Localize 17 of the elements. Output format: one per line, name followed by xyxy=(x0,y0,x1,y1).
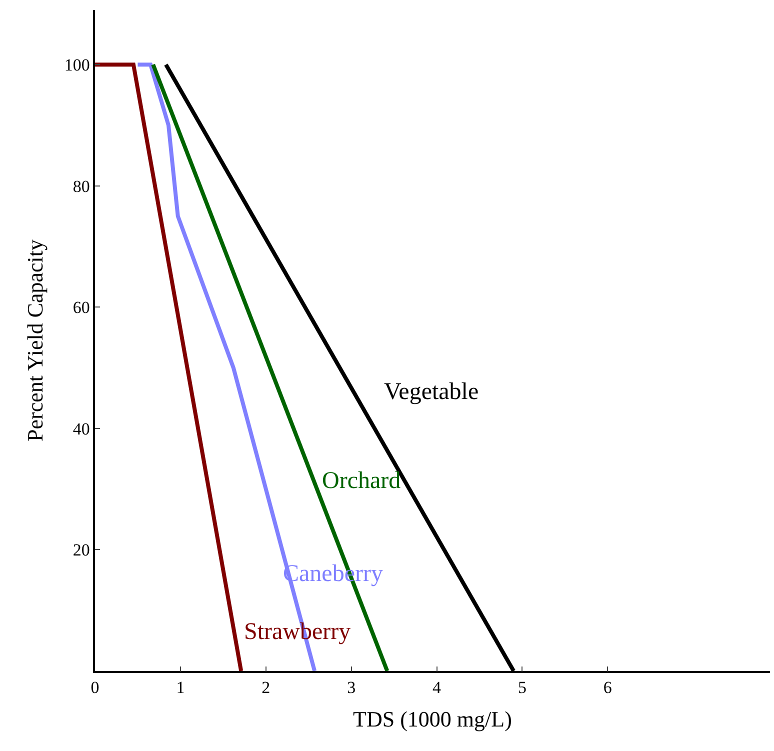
x-tick-label: 4 xyxy=(432,678,442,698)
x-tick-label: 5 xyxy=(518,678,526,698)
x-tick-label: 6 xyxy=(603,678,612,698)
y-axis-title: Percent Yield Capacity xyxy=(22,239,48,442)
x-axis-title: TDS (1000 mg/L) xyxy=(353,706,512,732)
x-tick-label: 2 xyxy=(262,678,270,698)
y-tick-label: 20 xyxy=(72,540,90,560)
y-tick-label: 60 xyxy=(72,298,90,318)
series-label: Vegetable xyxy=(384,379,479,405)
y-tick-label: 100 xyxy=(64,56,90,75)
series-label: Strawberry xyxy=(244,619,351,645)
y-tick-label: 80 xyxy=(72,176,90,196)
x-tick-label: 1 xyxy=(176,678,185,698)
series-label: Orchard xyxy=(322,468,401,494)
y-tick-label: 40 xyxy=(72,419,90,438)
x-tick-label: 0 xyxy=(90,678,100,698)
x-tick-label: 3 xyxy=(347,678,356,698)
